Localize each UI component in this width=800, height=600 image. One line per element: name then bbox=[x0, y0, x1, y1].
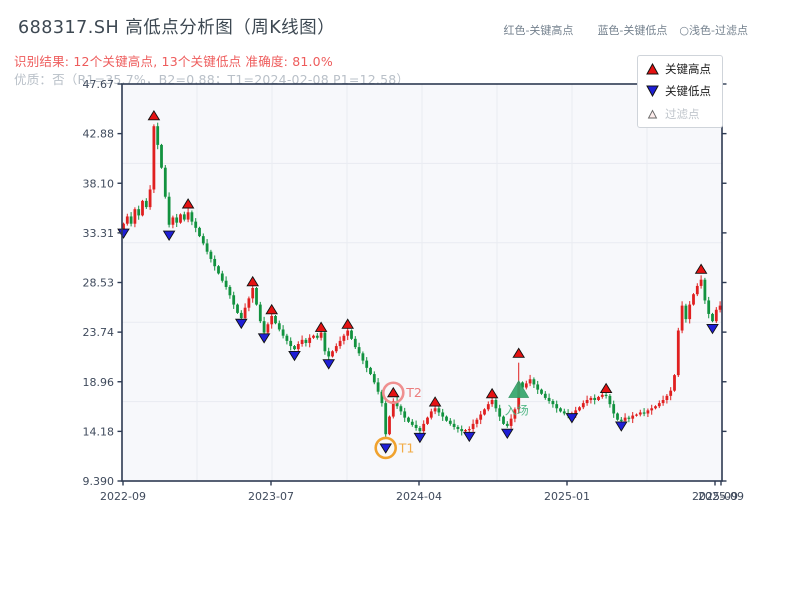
key-high-marker bbox=[428, 396, 442, 407]
key-high-marker bbox=[694, 263, 708, 274]
legend-item-key-high: 关键高点 bbox=[646, 59, 722, 79]
t1-ring bbox=[374, 436, 398, 460]
key-low-marker bbox=[565, 413, 579, 424]
key-low-marker bbox=[413, 432, 427, 444]
key-low-marker bbox=[614, 421, 628, 432]
t2-label: T2 bbox=[405, 385, 422, 400]
key-high-marker bbox=[341, 318, 355, 329]
key-low-marker bbox=[462, 431, 476, 443]
legend-item-label: 关键高点 bbox=[665, 62, 711, 77]
key-high-marker bbox=[485, 387, 499, 399]
x-tick-label: 2023-07 bbox=[248, 490, 294, 503]
key-point-markers bbox=[117, 109, 719, 454]
key-high-marker bbox=[386, 386, 400, 398]
color-legend-note: 红色-关键高点 蓝色-关键低点 ○浅色-过滤点 bbox=[503, 22, 748, 38]
legend-item-key-low: 关键低点 bbox=[646, 81, 722, 101]
axis-ticks bbox=[117, 83, 727, 486]
y-tick-label: 33.31 bbox=[83, 227, 115, 240]
blue-down-triangle-icon bbox=[646, 85, 659, 98]
key-low-marker bbox=[706, 323, 719, 335]
y-tick-label: 18.96 bbox=[83, 376, 115, 389]
entry-marker bbox=[508, 380, 530, 398]
candles bbox=[122, 122, 722, 439]
t1-label: T1 bbox=[398, 440, 415, 455]
gridlines bbox=[122, 84, 722, 481]
y-tick-label: 28.53 bbox=[83, 277, 115, 290]
recognition-result-text: 识别结果: 12个关键高点, 13个关键低点 准确度: 81.0% bbox=[14, 54, 333, 69]
note-key-high: 红色-关键高点 bbox=[503, 24, 574, 37]
key-high-marker bbox=[246, 275, 260, 287]
x-tick-label: 2024-04 bbox=[396, 490, 442, 503]
y-tick-label: 23.74 bbox=[83, 326, 115, 339]
key-high-marker bbox=[314, 321, 328, 332]
t2-ring bbox=[381, 381, 405, 405]
x-tick-label: 2025-09 bbox=[692, 490, 738, 503]
y-tick-label: 47.67 bbox=[83, 78, 115, 91]
key-low-marker bbox=[500, 428, 514, 440]
x-tick-label: 2025-01 bbox=[544, 490, 590, 503]
y-tick-label: 9.390 bbox=[83, 475, 115, 488]
key-low-marker bbox=[234, 318, 248, 330]
key-high-marker bbox=[599, 382, 613, 394]
key-low-marker bbox=[288, 350, 301, 362]
axis-labels: 47.67 42.88 38.10 33.31 28.53 23.74 18.96 14.18… bbox=[83, 78, 744, 503]
y-tick-label: 38.10 bbox=[83, 177, 115, 190]
key-low-marker bbox=[322, 359, 336, 370]
kline-chart-svg: 入场 T2 T1 47.67 42.88 38.10 33.31 28.53 23.74 18.9… bbox=[83, 78, 744, 503]
note-filter: ○浅色-过滤点 bbox=[679, 24, 748, 37]
y-tick-label: 42.88 bbox=[83, 128, 115, 141]
page-title: 688317.SH 高低点分析图（周K线图） bbox=[18, 18, 336, 38]
light-hollow-triangle-icon bbox=[647, 109, 658, 119]
key-low-marker bbox=[162, 230, 176, 241]
key-high-marker bbox=[147, 109, 161, 121]
red-up-triangle-icon bbox=[646, 63, 659, 75]
key-low-marker bbox=[257, 333, 271, 344]
key-low-marker bbox=[379, 443, 393, 454]
x-tick-label: 2022-09 bbox=[100, 490, 146, 503]
entry-label: 入场 bbox=[505, 404, 529, 418]
y-tick-label: 14.18 bbox=[83, 425, 115, 438]
annotations: 入场 T2 T1 bbox=[374, 380, 530, 460]
x-tick-label: 2025-09 bbox=[698, 490, 744, 503]
key-high-marker bbox=[181, 198, 195, 209]
key-high-marker bbox=[512, 347, 526, 358]
legend-item-filter: 过滤点 bbox=[646, 104, 722, 124]
legend-item-label: 过滤点 bbox=[665, 106, 700, 121]
chart-legend-box: 关键高点 关键低点 过滤点 bbox=[637, 55, 723, 128]
key-high-marker bbox=[265, 303, 279, 315]
legend-item-label: 关键低点 bbox=[665, 84, 711, 99]
note-key-low: 蓝色-关键低点 bbox=[597, 24, 668, 37]
